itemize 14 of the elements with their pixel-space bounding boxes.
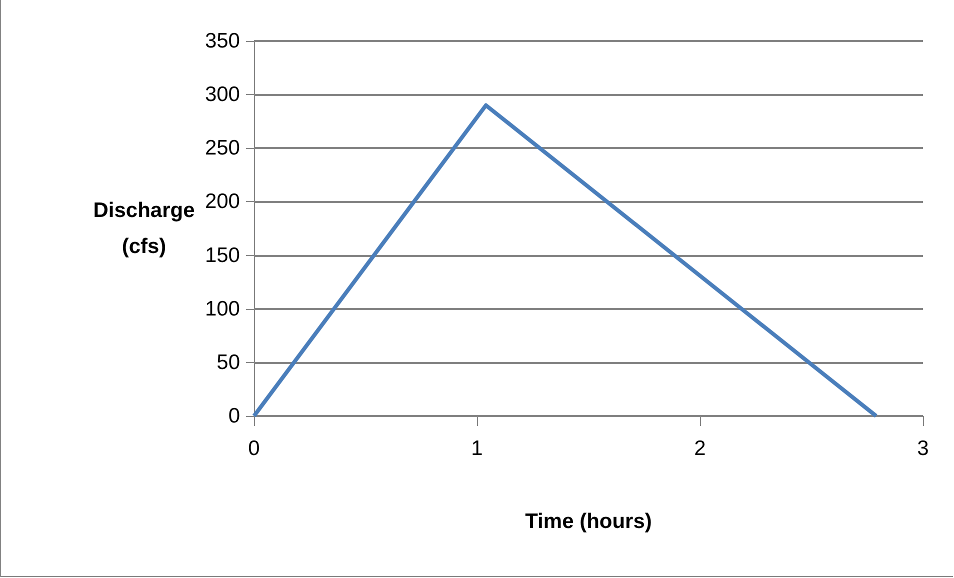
x-axis-title: Time (hours)	[525, 510, 652, 533]
y-tick-label: 350	[204, 30, 240, 52]
y-tick-label: 250	[204, 136, 240, 160]
y-axis-title: Discharge (cfs)	[93, 199, 195, 258]
y-tick-label: 0	[228, 404, 240, 428]
x-tick-label: 0	[248, 437, 260, 460]
x-tick-label: 1	[471, 437, 483, 460]
x-tick-label: 2	[694, 437, 706, 460]
y-tick-label: 150	[204, 244, 240, 267]
y-tick-label: 100	[204, 297, 240, 320]
y-tick-label: 300	[204, 83, 240, 106]
y-tick-label: 50	[216, 350, 240, 374]
y-tick-label: 200	[204, 190, 240, 214]
x-tick-label: 3	[917, 437, 929, 460]
